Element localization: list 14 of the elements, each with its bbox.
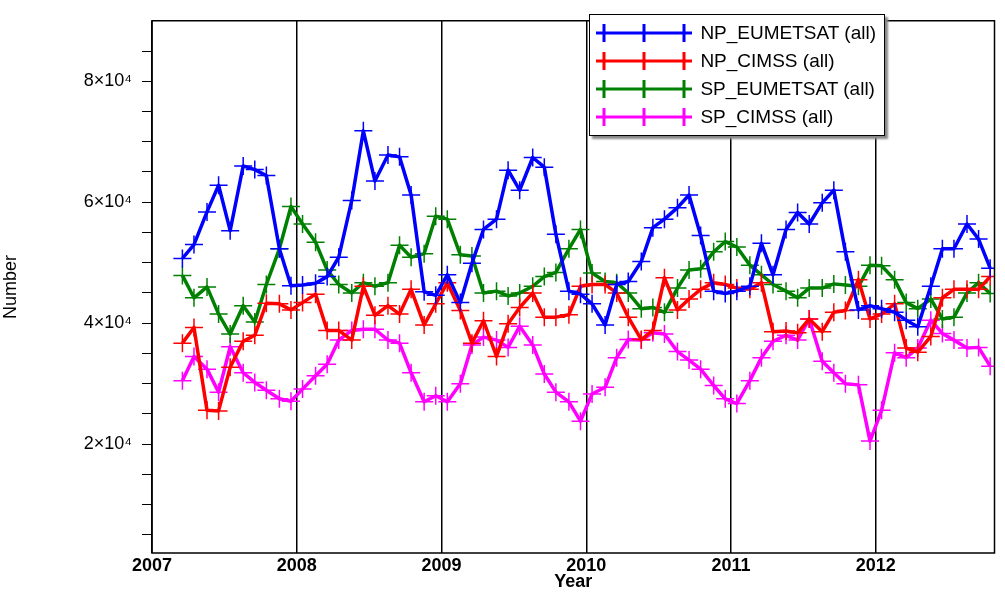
legend-label: SP_CIMSS (all)	[700, 106, 834, 128]
legend-label: SP_EUMETSAT (all)	[700, 78, 875, 100]
legend-label: NP_CIMSS (all)	[700, 50, 835, 72]
x-tick-label: 2011	[711, 554, 751, 575]
y-tick-label: 2×10⁴	[83, 433, 132, 454]
y-axis-title: Number	[0, 254, 20, 319]
y-tick-label: 4×10⁴	[83, 312, 132, 333]
x-tick-label: 2012	[855, 554, 896, 575]
legend-label: NP_EUMETSAT (all)	[700, 22, 876, 44]
y-tick-label: 8×10⁴	[83, 70, 132, 91]
y-tick-label: 6×10⁴	[83, 191, 132, 212]
x-tick-label: 2008	[276, 554, 317, 575]
x-tick-label: 2007	[131, 554, 173, 575]
x-tick-label: 2009	[421, 554, 462, 575]
